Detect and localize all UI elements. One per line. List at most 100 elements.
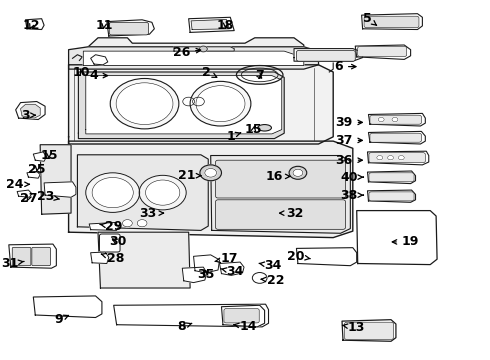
Polygon shape [44, 182, 76, 197]
Ellipse shape [258, 125, 271, 131]
Text: 20: 20 [287, 250, 310, 263]
Polygon shape [16, 102, 45, 120]
Text: 26: 26 [173, 46, 201, 59]
Polygon shape [368, 151, 429, 165]
FancyBboxPatch shape [369, 173, 414, 182]
Text: 38: 38 [341, 189, 363, 202]
FancyBboxPatch shape [296, 50, 355, 61]
Polygon shape [88, 38, 304, 52]
Text: 15: 15 [245, 123, 263, 136]
Polygon shape [83, 51, 304, 66]
Text: 9: 9 [54, 313, 69, 326]
Text: 15: 15 [40, 149, 58, 162]
Polygon shape [368, 131, 425, 144]
Circle shape [200, 165, 221, 181]
FancyBboxPatch shape [224, 309, 259, 323]
Text: 17: 17 [215, 252, 238, 265]
Polygon shape [194, 255, 220, 273]
FancyBboxPatch shape [216, 160, 345, 198]
Polygon shape [21, 104, 40, 118]
Polygon shape [114, 304, 269, 327]
Circle shape [388, 156, 393, 160]
Circle shape [252, 273, 267, 283]
Text: 10: 10 [73, 66, 90, 78]
Text: 32: 32 [280, 207, 304, 220]
Text: 28: 28 [101, 252, 124, 265]
Circle shape [378, 117, 384, 122]
Polygon shape [40, 145, 71, 214]
Circle shape [122, 220, 132, 227]
Circle shape [196, 86, 245, 122]
Text: 11: 11 [95, 19, 113, 32]
Text: 30: 30 [109, 235, 126, 248]
Text: 8: 8 [177, 320, 192, 333]
Text: 31: 31 [1, 257, 24, 270]
Polygon shape [342, 320, 396, 341]
Text: 14: 14 [234, 320, 257, 333]
Text: 35: 35 [197, 268, 214, 281]
Circle shape [289, 166, 307, 179]
Circle shape [199, 46, 207, 52]
Polygon shape [91, 252, 109, 264]
Circle shape [392, 117, 398, 122]
FancyBboxPatch shape [364, 16, 419, 28]
Polygon shape [211, 156, 350, 233]
Polygon shape [33, 152, 47, 161]
Text: 19: 19 [392, 235, 419, 248]
Polygon shape [191, 19, 229, 30]
Polygon shape [221, 305, 265, 327]
Circle shape [190, 81, 251, 126]
FancyBboxPatch shape [99, 234, 120, 252]
Circle shape [86, 173, 140, 212]
Text: 21: 21 [177, 169, 201, 182]
Circle shape [139, 175, 186, 210]
Polygon shape [89, 222, 119, 230]
FancyBboxPatch shape [32, 247, 50, 266]
Polygon shape [86, 76, 282, 134]
FancyBboxPatch shape [216, 200, 345, 229]
Text: 36: 36 [336, 154, 362, 167]
Text: 29: 29 [100, 220, 122, 233]
Circle shape [92, 177, 133, 208]
Text: 24: 24 [6, 178, 29, 191]
Text: 33: 33 [140, 207, 164, 220]
Polygon shape [69, 65, 333, 144]
Circle shape [293, 169, 303, 176]
Text: 37: 37 [336, 134, 362, 147]
Polygon shape [77, 155, 208, 230]
Text: 25: 25 [28, 163, 46, 176]
Polygon shape [368, 113, 425, 126]
Text: 39: 39 [336, 116, 362, 129]
Polygon shape [174, 47, 234, 51]
Text: 2: 2 [202, 66, 217, 78]
Text: 7: 7 [255, 69, 264, 82]
Text: 12: 12 [23, 19, 40, 32]
Text: 16: 16 [266, 170, 290, 183]
Text: 1: 1 [226, 130, 241, 143]
Text: 6: 6 [334, 60, 356, 73]
Text: 22: 22 [261, 274, 285, 287]
FancyBboxPatch shape [358, 46, 407, 57]
Polygon shape [91, 55, 108, 65]
Polygon shape [220, 262, 244, 275]
Polygon shape [294, 49, 363, 61]
Circle shape [146, 180, 180, 205]
Polygon shape [27, 171, 40, 178]
Polygon shape [357, 211, 437, 265]
Polygon shape [69, 47, 318, 69]
Text: 13: 13 [343, 321, 365, 334]
FancyBboxPatch shape [344, 322, 393, 339]
Text: 27: 27 [20, 192, 37, 204]
Polygon shape [182, 267, 207, 283]
Text: 18: 18 [217, 19, 234, 32]
Text: 23: 23 [37, 190, 59, 203]
Polygon shape [78, 72, 284, 139]
Polygon shape [355, 45, 411, 59]
Circle shape [116, 83, 173, 125]
Text: 4: 4 [89, 69, 107, 82]
Text: 40: 40 [340, 171, 363, 184]
Polygon shape [368, 190, 416, 202]
Text: 34: 34 [221, 265, 244, 278]
Polygon shape [9, 244, 56, 268]
FancyBboxPatch shape [12, 247, 31, 266]
